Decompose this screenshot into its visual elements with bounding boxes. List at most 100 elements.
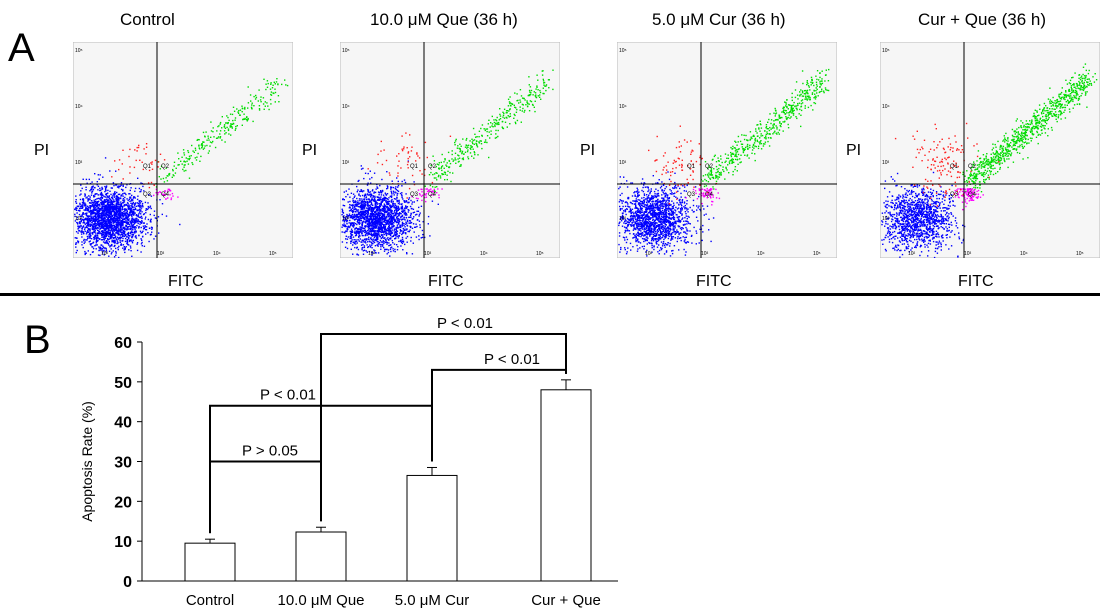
significance-bracket — [320, 333, 567, 522]
significance-label: P > 0.05 — [242, 443, 298, 460]
category-label: 10.0 μM Que — [277, 592, 364, 609]
x-tick-label: 10³ — [701, 251, 709, 257]
significance-label: P < 0.01 — [437, 315, 493, 332]
quadrant-label: Q1 — [410, 164, 419, 170]
plot-title: 10.0 μM Que (36 h) — [370, 10, 518, 29]
x-tick-label: 10² — [368, 251, 376, 257]
panel-a-letter: A — [8, 26, 35, 70]
y-tick-label: 10⁴ — [882, 104, 890, 110]
y-tick-label: 10³ — [75, 160, 83, 166]
significance-bracket — [209, 460, 322, 534]
quadrant-label: Q1 — [687, 164, 696, 170]
quadrant-label: Q3 — [410, 192, 419, 198]
category-label: 5.0 μM Cur — [395, 592, 470, 609]
y-tick-label: 60 — [114, 335, 132, 352]
x-tick-label: 10³ — [964, 251, 972, 257]
x-tick-label: 10⁵ — [536, 251, 544, 257]
panel-b-letter: B — [24, 318, 51, 362]
necrotic-dots — [894, 122, 1000, 207]
dot-plot: Q1 Q2 Q3 Q4 10² 10³ 10⁴ 10⁵ 10² 10³ 10⁴ 10⁵ — [340, 42, 560, 258]
plot-ylabel: PI — [302, 142, 318, 159]
y-tick-label: 10⁴ — [619, 104, 627, 110]
y-tick-label: 20 — [114, 494, 132, 511]
y-tick-label: 10⁵ — [619, 48, 627, 54]
y-tick-label: 40 — [114, 415, 132, 432]
late-apoptotic-dots — [155, 78, 289, 193]
y-tick-label: 10⁵ — [882, 48, 890, 54]
live-cell-dots — [341, 160, 439, 257]
y-tick-label: 10² — [882, 216, 890, 222]
plot-ylabel: PI — [580, 142, 596, 159]
plot-xlabel: FITC — [428, 273, 464, 290]
bar — [406, 474, 458, 582]
y-tick-label: 10³ — [882, 160, 890, 166]
live-cell-dots — [881, 171, 966, 258]
plot-ylabel: PI — [846, 142, 862, 159]
quadrant-label: Q2 — [705, 164, 714, 170]
plot-title: 5.0 μM Cur (36 h) — [652, 10, 786, 29]
bar — [295, 531, 347, 582]
bar — [184, 542, 236, 582]
necrotic-dots — [367, 132, 452, 199]
x-tick-label: 10³ — [424, 251, 432, 257]
y-tick-label: 30 — [114, 455, 132, 472]
early-apoptotic-dots — [685, 188, 721, 206]
quadrant-label: Q4 — [968, 192, 977, 198]
x-tick-label: 10⁴ — [757, 251, 765, 257]
quadrant-label: Q1 — [950, 164, 959, 170]
x-tick-label: 10⁵ — [269, 251, 277, 257]
panel-divider — [0, 293, 1100, 296]
quadrant-label: Q3 — [950, 192, 959, 198]
plot-title: Control — [120, 10, 175, 29]
late-apoptotic-dots — [962, 63, 1098, 193]
significance-label: P < 0.01 — [484, 351, 540, 368]
early-apoptotic-dots — [411, 188, 443, 203]
x-tick-label: 10² — [908, 251, 916, 257]
necrotic-dots — [111, 143, 166, 189]
x-tick-label: 10⁴ — [1020, 251, 1028, 257]
y-tick-label: 10 — [114, 534, 132, 551]
y-tick-label: 10³ — [619, 160, 627, 166]
y-tick-label: 10³ — [342, 160, 350, 166]
y-axis-label: Apoptosis Rate (%) — [79, 401, 95, 522]
x-tick-label: 10⁵ — [813, 251, 821, 257]
dot-plot: Q1 Q2 Q3 Q4 10² 10³ 10⁴ 10⁵ 10² 10³ 10⁴ 10⁵ — [617, 42, 837, 258]
early-apoptotic-dots — [954, 188, 984, 211]
x-tick-label: 10³ — [157, 251, 165, 257]
plot-title: Cur + Que (36 h) — [918, 10, 1047, 29]
category-label: Cur + Que — [531, 592, 601, 609]
significance-label: P < 0.01 — [260, 387, 316, 404]
plot-xlabel: FITC — [168, 273, 204, 290]
quadrant-label: Q3 — [687, 192, 696, 198]
plot-xlabel: FITC — [696, 273, 732, 290]
y-tick-label: 10² — [619, 216, 627, 222]
quadrant-label: Q4 — [428, 192, 437, 198]
bar — [540, 389, 592, 582]
significance-bracket — [431, 368, 567, 462]
quadrant-label: Q4 — [705, 192, 714, 198]
quadrant-label: Q2 — [428, 164, 437, 170]
dot-plot: Q1 Q2 Q3 Q4 10² 10³ 10⁴ 10⁵ 10² 10³ 10⁴ 10⁵ — [880, 42, 1100, 258]
significance-bracket — [209, 404, 433, 534]
x-tick-label: 10² — [101, 251, 109, 257]
dot-plot: Q1 Q2 Q3 Q4 10² 10³ 10⁴ 10⁵ 10² 10³ 10⁴ 10⁵ — [73, 42, 293, 258]
category-label: Control — [186, 592, 234, 609]
quadrant-label: Q2 — [968, 164, 977, 170]
quadrant-label: Q2 — [161, 164, 170, 170]
y-tick-label: 10² — [75, 216, 83, 222]
necrotic-dots — [648, 125, 718, 205]
y-tick-label: 10⁴ — [342, 104, 350, 110]
y-tick-label: 50 — [114, 375, 132, 392]
y-tick-label: 10⁴ — [75, 104, 83, 110]
x-tick-label: 10⁴ — [213, 251, 221, 257]
x-tick-label: 10⁴ — [480, 251, 488, 257]
quadrant-label: Q4 — [161, 192, 170, 198]
late-apoptotic-dots — [424, 69, 554, 193]
plot-ylabel: PI — [34, 142, 50, 159]
x-tick-label: 10⁵ — [1076, 251, 1084, 257]
quadrant-label: Q1 — [143, 164, 152, 170]
x-tick-label: 10² — [645, 251, 653, 257]
live-cell-dots — [74, 157, 181, 258]
y-tick-label: 10² — [342, 216, 350, 222]
live-cell-dots — [618, 171, 715, 257]
